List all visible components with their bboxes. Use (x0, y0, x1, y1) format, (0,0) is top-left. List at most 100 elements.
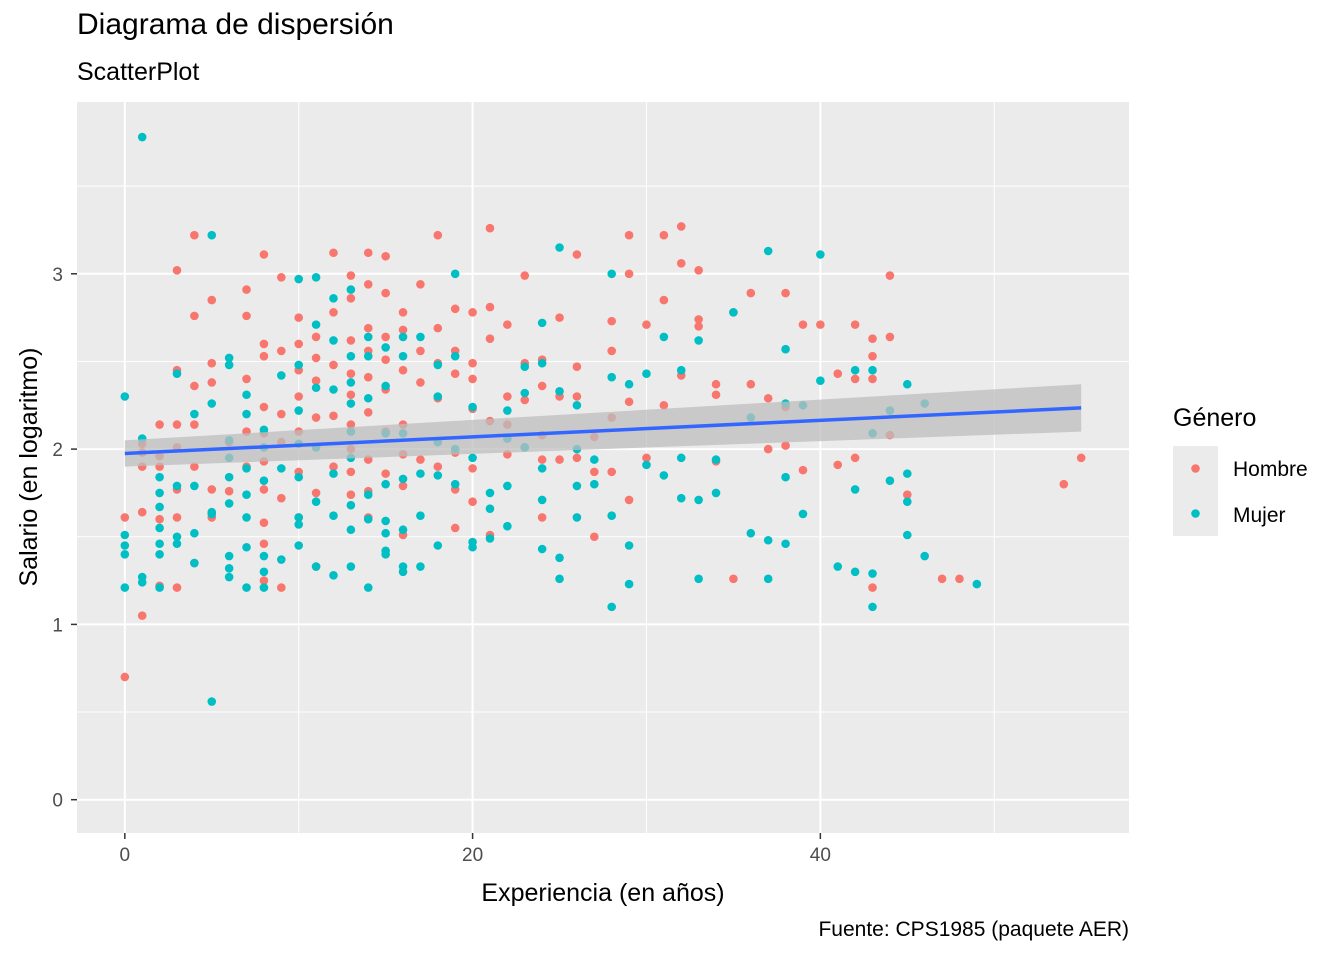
point-mujer (381, 343, 390, 352)
point-hombre (120, 672, 130, 682)
point-mujer (120, 541, 130, 550)
point-mujer (555, 553, 564, 563)
legend-title: Género (1173, 404, 1256, 432)
point-mujer (503, 406, 512, 415)
point-hombre (590, 467, 599, 477)
point-mujer (833, 562, 843, 571)
point-hombre (416, 455, 425, 464)
point-hombre (329, 308, 338, 317)
point-hombre (642, 320, 651, 329)
point-mujer (398, 474, 408, 484)
point-mujer (381, 549, 390, 559)
chart-title: Diagrama de dispersión (77, 8, 394, 41)
point-hombre (329, 411, 338, 421)
point-mujer (868, 602, 877, 612)
point-hombre (868, 583, 877, 592)
point-mujer (537, 358, 547, 368)
point-hombre (607, 467, 616, 477)
point-mujer (190, 409, 199, 419)
point-mujer (259, 551, 269, 561)
point-hombre (155, 420, 164, 429)
point-mujer (659, 471, 669, 480)
point-hombre (381, 469, 390, 478)
point-hombre (485, 223, 495, 233)
point-mujer (311, 562, 321, 571)
point-hombre (607, 316, 616, 326)
point-hombre (346, 467, 356, 477)
point-mujer (676, 493, 686, 503)
confidence-band (124, 384, 1082, 467)
point-mujer (416, 562, 425, 571)
point-hombre (172, 420, 182, 429)
point-mujer (746, 528, 756, 538)
point-mujer (311, 272, 321, 282)
point-hombre (416, 378, 425, 387)
point-hombre (729, 574, 738, 584)
point-hombre (572, 453, 582, 463)
point-hombre (955, 574, 964, 584)
point-mujer (572, 513, 582, 522)
point-mujer (120, 549, 130, 559)
point-hombre (485, 302, 495, 312)
point-hombre (207, 295, 217, 305)
point-mujer (224, 353, 234, 363)
point-mujer (642, 460, 651, 470)
point-mujer (624, 541, 634, 550)
point-hombre (676, 258, 686, 268)
point-mujer (729, 308, 738, 317)
point-hombre (694, 265, 703, 275)
point-mujer (207, 230, 217, 240)
point-mujer (155, 488, 164, 498)
point-mujer (590, 455, 599, 464)
point-mujer (537, 495, 547, 505)
point-mujer (520, 362, 530, 372)
x-axis-label: Experiencia (en años) (481, 879, 724, 907)
point-mujer (259, 476, 269, 485)
legend-marker-hombre (1191, 464, 1200, 473)
legend: Género Hombre Mujer (1173, 404, 1308, 536)
point-hombre (520, 395, 530, 405)
point-mujer (572, 481, 582, 491)
point-mujer (224, 499, 234, 508)
point-mujer (242, 464, 251, 473)
point-hombre (346, 271, 356, 280)
point-hombre (781, 288, 790, 298)
point-mujer (485, 504, 495, 513)
y-tick-label: 1 (52, 615, 63, 636)
point-mujer (868, 569, 877, 578)
point-hombre (711, 379, 721, 389)
point-hombre (416, 280, 425, 289)
point-mujer (607, 602, 616, 612)
point-mujer (224, 572, 234, 582)
point-hombre (676, 222, 686, 231)
point-hombre (433, 462, 443, 471)
point-hombre (259, 339, 269, 349)
point-hombre (694, 315, 703, 324)
point-mujer (294, 360, 304, 370)
point-hombre (381, 251, 390, 261)
point-mujer (224, 563, 234, 573)
point-hombre (242, 285, 251, 294)
point-mujer (433, 541, 443, 550)
point-mujer (624, 379, 634, 389)
point-mujer (433, 392, 443, 401)
point-hombre (155, 514, 164, 524)
point-mujer (590, 479, 599, 489)
point-hombre (398, 365, 408, 375)
point-mujer (902, 497, 912, 506)
point-hombre (590, 532, 599, 542)
point-hombre (433, 323, 443, 333)
point-hombre (363, 280, 373, 289)
point-mujer (329, 336, 338, 345)
point-mujer (277, 464, 286, 473)
point-hombre (624, 230, 634, 240)
point-hombre (190, 381, 199, 391)
point-mujer (172, 539, 182, 549)
chart-subtitle: ScatterPlot (77, 58, 200, 86)
point-mujer (537, 464, 547, 473)
point-hombre (816, 320, 825, 329)
point-mujer (120, 392, 130, 401)
point-mujer (763, 535, 773, 545)
point-mujer (224, 472, 234, 482)
point-mujer (676, 453, 686, 463)
